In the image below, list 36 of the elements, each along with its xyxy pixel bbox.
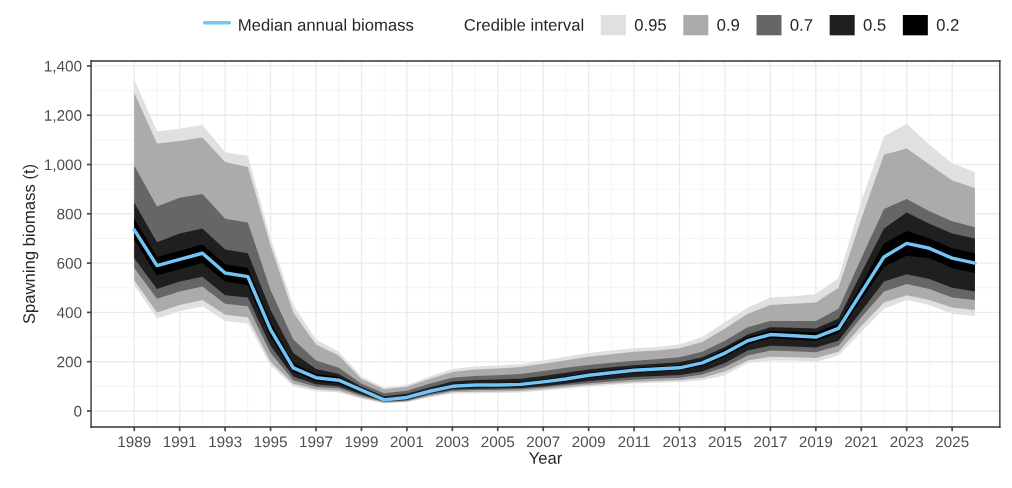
legend-label: 0.9 (717, 19, 740, 31)
x-tick-label: 2001 (390, 436, 424, 448)
y-axis-title: Spawning biomass (t) (22, 164, 39, 324)
y-tick-label: 800 (57, 208, 82, 220)
legend-label: 0.5 (863, 19, 886, 31)
x-tick-label: 2025 (935, 436, 969, 448)
x-tick-label: 2023 (890, 436, 924, 448)
x-tick-label: 1991 (163, 436, 196, 448)
y-tick-label: 600 (57, 257, 82, 269)
legend-label: 0.7 (790, 19, 813, 31)
legend-label: Median annual biomass (239, 18, 414, 31)
x-axis-title: Year (528, 452, 563, 464)
legend-title: Credible interval (464, 18, 584, 31)
x-tick-label: 2015 (708, 436, 742, 448)
x-tick-label: 1995 (254, 436, 287, 448)
legend-label: 0.2 (936, 19, 959, 31)
x-tick-label: 2019 (799, 436, 833, 448)
y-tick-label: 1,400 (44, 60, 82, 74)
x-tick-label: 2003 (436, 436, 469, 448)
legend-label: 0.95 (634, 19, 666, 31)
x-tick-label: 2009 (572, 436, 605, 448)
x-tick-label: 1993 (209, 436, 242, 448)
y-tick-label: 1,000 (44, 159, 82, 173)
y-tick-label: 400 (56, 307, 82, 319)
y-tick-label: 1,200 (44, 110, 82, 123)
x-tick-label: 2007 (526, 436, 560, 448)
y-tick-label: 0 (74, 405, 82, 417)
x-tick-label: 2013 (663, 436, 696, 448)
x-tick-label: 2017 (754, 436, 787, 448)
x-tick-label: 2021 (845, 436, 878, 448)
x-tick-label: 1989 (118, 436, 151, 448)
x-tick-label: 1997 (300, 436, 333, 448)
x-tick-label: 2011 (618, 436, 650, 448)
x-tick-label: 1999 (345, 436, 378, 448)
x-tick-label: 2005 (481, 436, 515, 448)
y-tick-label: 200 (57, 356, 82, 368)
